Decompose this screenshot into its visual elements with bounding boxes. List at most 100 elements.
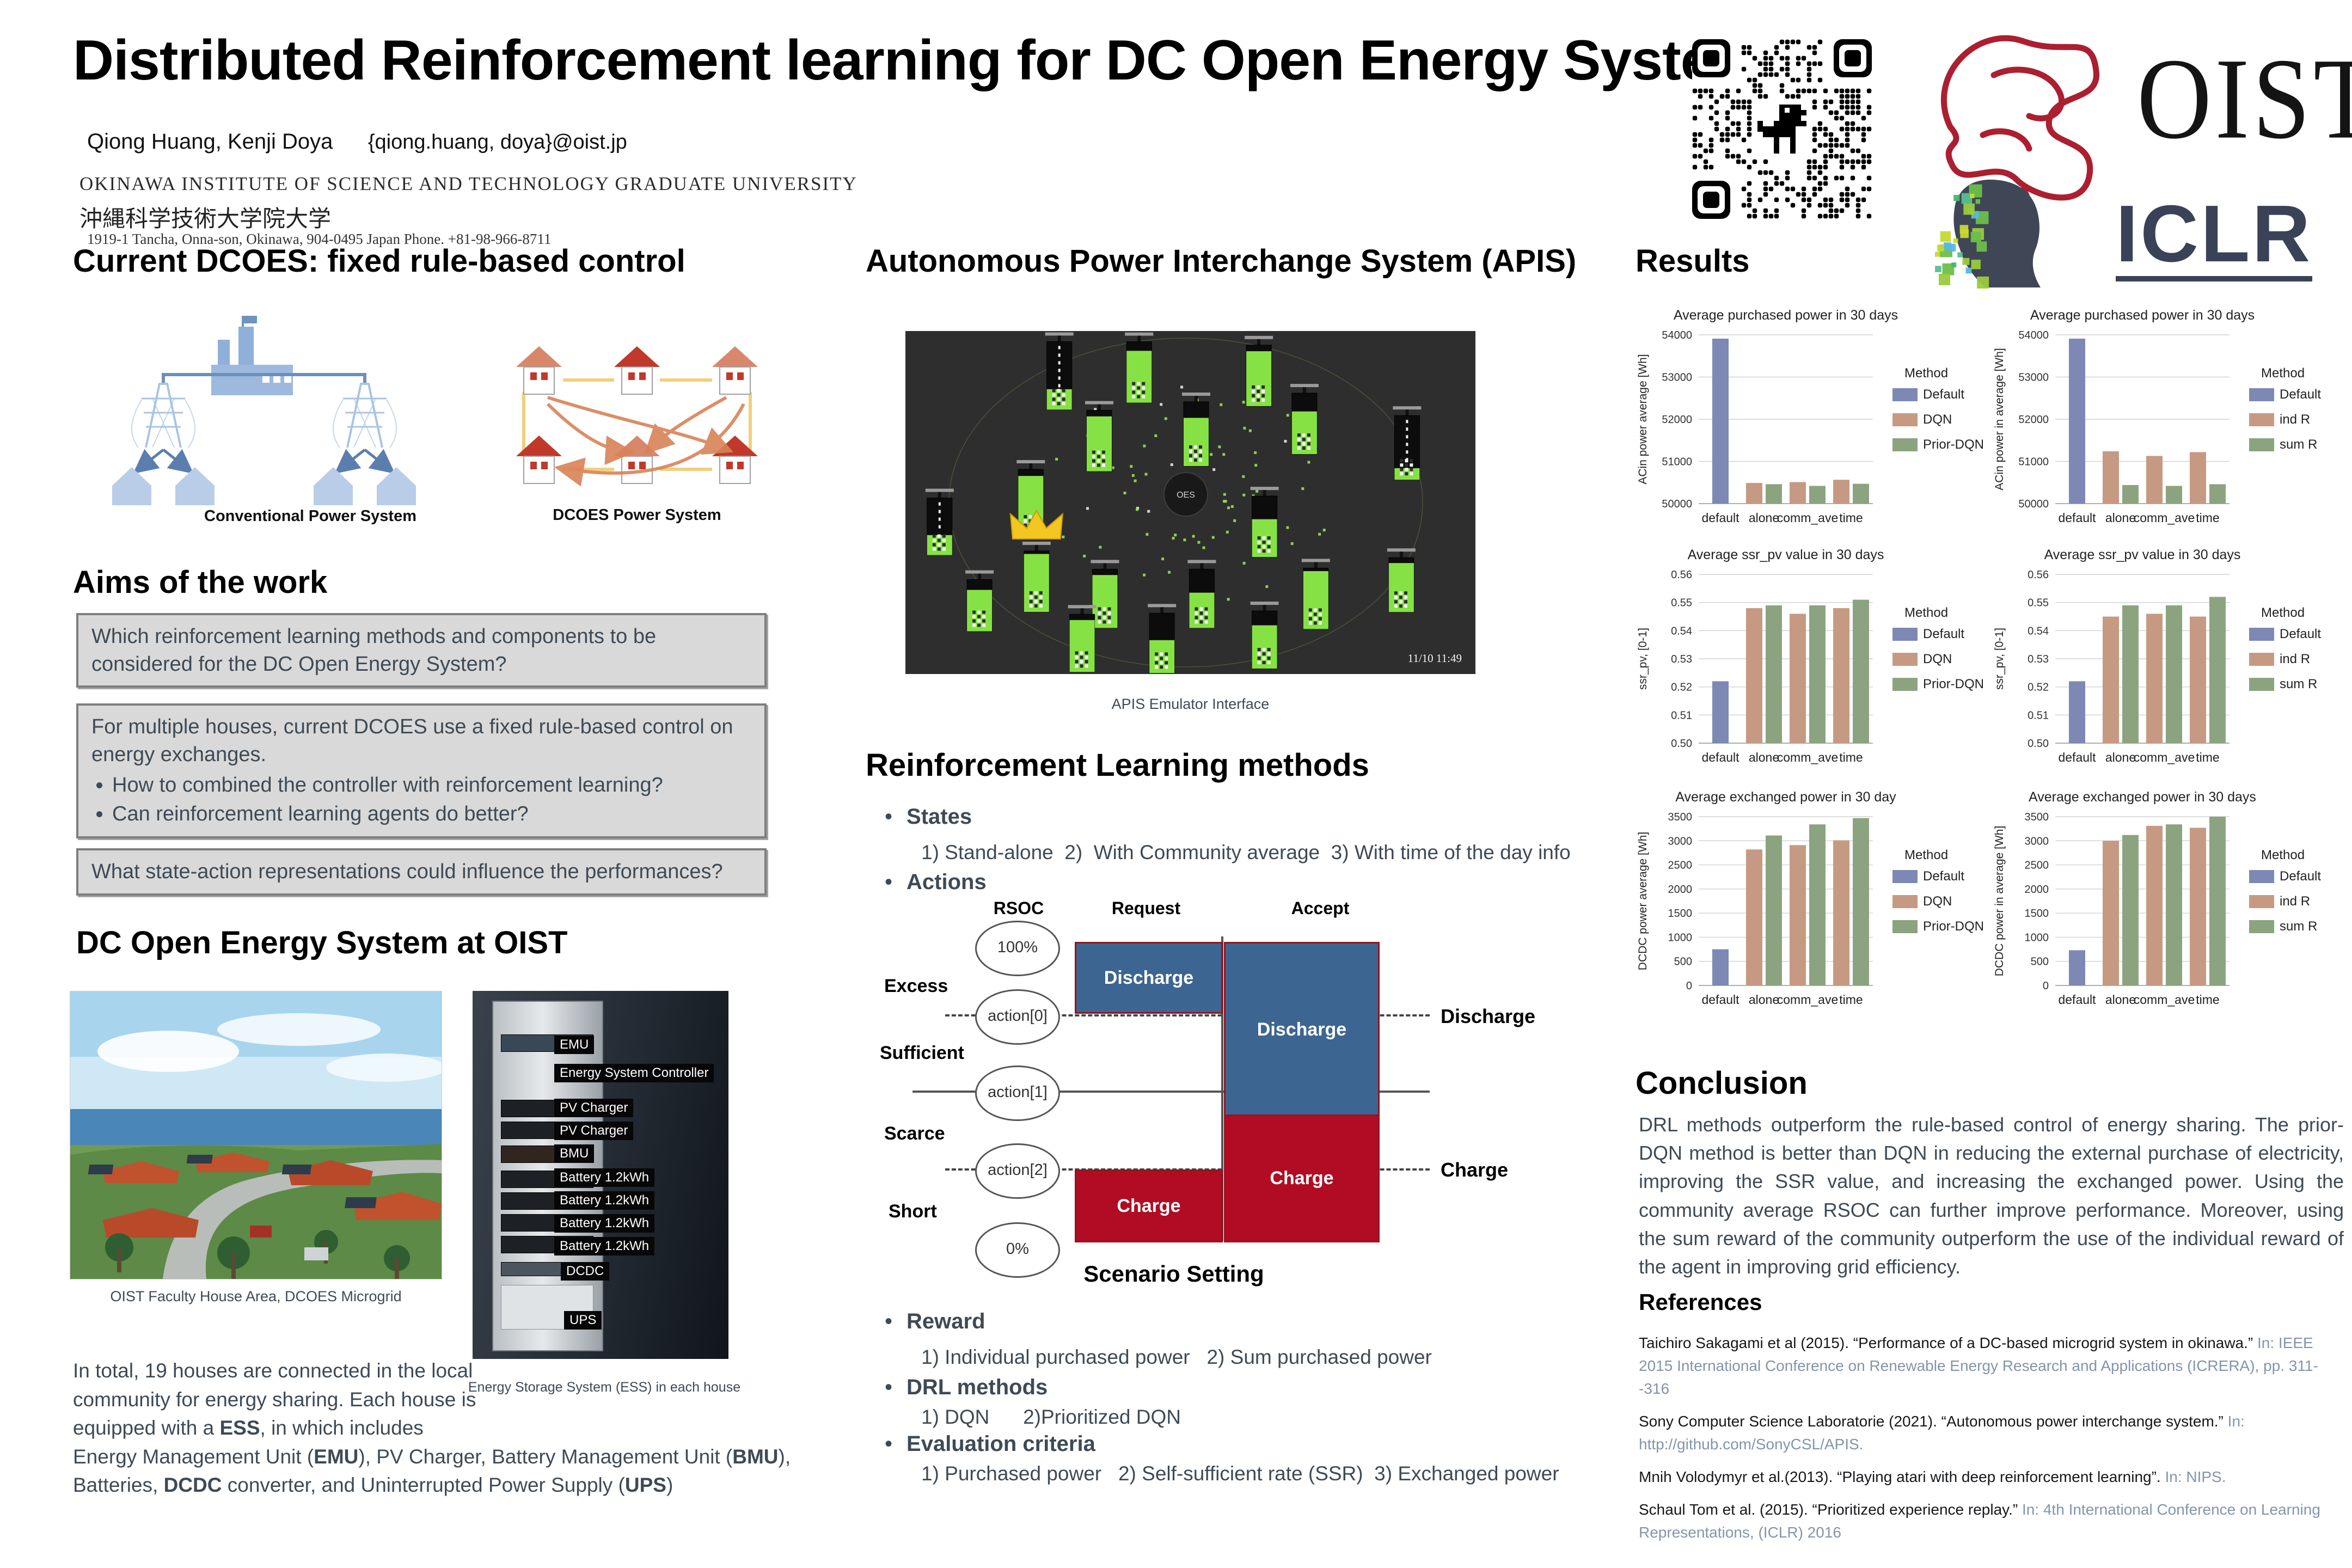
svg-text:comm_ave: comm_ave — [2134, 993, 2195, 1007]
svg-text:Prior-DQN: Prior-DQN — [1923, 437, 1984, 452]
node-action0: action[0] — [975, 989, 1060, 1045]
photo-caption: OIST Faculty House Area, DCOES Microgrid — [110, 1288, 402, 1304]
oist-faculty-photo — [70, 991, 442, 1279]
svg-text:52000: 52000 — [1662, 414, 1692, 426]
apis-emulator: OES 11/10 11:49 — [905, 331, 1475, 674]
svg-text:ssr_pv, [0-1]: ssr_pv, [0-1] — [1993, 628, 2006, 690]
chart-ssr-state: 0.50 0.51 0.52 0.53 0.54 0.55 0.56 default alone… — [1637, 547, 1984, 764]
drl-line: 1) DQN 2)Prioritized DQN — [921, 1406, 1181, 1428]
svg-text:500: 500 — [1674, 956, 1692, 968]
reward-line: 1) Individual purchased power 2) Sum pur… — [921, 1346, 1432, 1368]
svg-text:ACin power in average [Wh]: ACin power in average [Wh] — [1993, 348, 2006, 490]
accept-discharge-box: Discharge — [1224, 942, 1380, 1118]
reference-entry: Taichiro Sakagami et al (2015). “Perform… — [1639, 1334, 2318, 1397]
rack-label-ups: UPS — [564, 1311, 602, 1330]
svg-text:DQN: DQN — [1923, 652, 1952, 666]
svg-text:3000: 3000 — [2025, 835, 2049, 847]
request-discharge-box: Discharge — [1075, 942, 1223, 1014]
svg-text:0.56: 0.56 — [1671, 569, 1692, 581]
svg-text:comm_ave: comm_ave — [1777, 993, 1838, 1007]
svg-text:default: default — [1701, 993, 1739, 1007]
rack-label-batt2: Battery 1.2kWh — [554, 1191, 655, 1210]
svg-text:Default: Default — [1923, 387, 1964, 402]
aims-box-3-text: What state-action representations could … — [91, 860, 723, 883]
svg-text:DQN: DQN — [1923, 412, 1952, 427]
solid-line-action1 — [912, 1091, 1430, 1093]
institution-jp: 沖縄科学技術大学院大学 — [79, 206, 332, 231]
svg-text:1500: 1500 — [1668, 908, 1693, 920]
bullet-eval: • Evaluation criteria — [885, 1432, 1095, 1456]
chart-ssr-reward: 0.50 0.51 0.52 0.53 0.54 0.55 0.56 default alone… — [1993, 547, 2321, 764]
house-icon — [112, 467, 416, 505]
right-label-discharge: Discharge — [1441, 1005, 1536, 1027]
svg-text:alone: alone — [1749, 993, 1779, 1007]
chart-purchased-power-state: 50000 51000 52000 53000 54000 default alonecom… — [1637, 308, 1984, 525]
svg-text:0.51: 0.51 — [1671, 709, 1692, 721]
svg-text:OES: OES — [1177, 491, 1195, 500]
apis-caption: APIS Emulator Interface — [1111, 696, 1270, 712]
rack-label-batt4: Battery 1.2kWh — [554, 1237, 655, 1255]
svg-text:Average exchanged power in 30: Average exchanged power in 30 day — [1675, 789, 1896, 805]
states-line: 1) Stand-alone 2) With Community average… — [921, 841, 1571, 863]
svg-text:3500: 3500 — [1668, 811, 1693, 823]
svg-text:3000: 3000 — [1668, 835, 1693, 847]
power-tower-icon — [131, 383, 195, 448]
svg-text:alone: alone — [1749, 750, 1779, 764]
aims-box-3: What state-action representations could … — [76, 848, 767, 896]
svg-text:2500: 2500 — [2025, 860, 2049, 872]
address: 1919-1 Tancha, Onna-son, Okinawa, 904-04… — [87, 231, 552, 247]
svg-text:0.55: 0.55 — [1671, 597, 1692, 609]
svg-text:53000: 53000 — [1662, 372, 1692, 384]
svg-text:2000: 2000 — [2025, 884, 2049, 896]
svg-text:default: default — [2058, 511, 2096, 525]
reference-entry: Schaul Tom et al. (2015). “Prioritized e… — [1639, 1501, 2320, 1541]
iclr-head-icon — [1934, 179, 2041, 289]
bullet-states: • States — [885, 805, 972, 829]
crown-icon — [1009, 509, 1064, 540]
svg-text:ssr_pv, [0-1]: ssr_pv, [0-1] — [1637, 628, 1649, 690]
svg-text:Method: Method — [1904, 848, 1948, 862]
scenario-col-accept: Accept — [1291, 898, 1350, 918]
svg-text:0.55: 0.55 — [2028, 597, 2049, 609]
aims-box-1: Which reinforcement learning methods and… — [76, 613, 767, 688]
right-label-charge: Charge — [1441, 1159, 1509, 1181]
palm-trees — [105, 1230, 410, 1279]
rack-label-pv2: PV Charger — [554, 1122, 634, 1140]
bullet-drl: • DRL methods — [885, 1375, 1048, 1399]
section-current-dcoes: Current DCOES: fixed rule-based control — [73, 243, 685, 279]
section-references: References — [1639, 1289, 1762, 1315]
scenario-col-request: Request — [1111, 898, 1181, 918]
houses-paragraph: In total, 19 houses are connected in the… — [73, 1359, 791, 1497]
svg-text:alone: alone — [2105, 750, 2136, 764]
svg-text:1000: 1000 — [2025, 932, 2049, 944]
request-charge-box: Charge — [1075, 1169, 1223, 1242]
chart-exchanged-power-state: 0 500 1000 1500 2000 2500 3000 3500 default alone… — [1637, 789, 1984, 1007]
svg-text:0.50: 0.50 — [2028, 738, 2049, 750]
svg-text:ACin power average [Wh]: ACin power average [Wh] — [1637, 354, 1649, 484]
svg-text:Average purchased power in 30: Average purchased power in 30 days — [2030, 308, 2255, 323]
oes-node: OES — [1163, 472, 1208, 517]
reference-entry: Sony Computer Science Laboratorie (2021)… — [1639, 1413, 2245, 1453]
svg-text:Average purchased power in 30: Average purchased power in 30 days — [1674, 308, 1898, 323]
svg-text:0.53: 0.53 — [2028, 653, 2049, 665]
svg-text:default: default — [1701, 511, 1739, 525]
svg-text:0.54: 0.54 — [1671, 625, 1692, 637]
divider-line — [1221, 936, 1223, 1241]
qr-dino-icon — [1757, 105, 1806, 154]
rack-label-dcdc: DCDC — [561, 1262, 610, 1281]
node-100: 100% — [975, 921, 1060, 976]
power-tower-icon — [333, 383, 397, 448]
svg-text:54000: 54000 — [2018, 329, 2049, 341]
qr-code — [1692, 39, 1872, 219]
svg-text:comm_ave: comm_ave — [1777, 750, 1838, 764]
rack-label-controller: Energy System Controller — [554, 1064, 714, 1082]
svg-text:Default: Default — [2280, 387, 2321, 402]
svg-text:51000: 51000 — [2018, 456, 2049, 468]
aims-box-2: For multiple houses, current DCOES use a… — [76, 703, 767, 839]
svg-text:comm_ave: comm_ave — [1777, 511, 1838, 525]
svg-text:11/10 11:49: 11/10 11:49 — [1408, 652, 1462, 665]
svg-text:0.50: 0.50 — [1671, 738, 1692, 750]
rack-label-batt1: Battery 1.2kWh — [554, 1168, 655, 1187]
svg-text:Prior-DQN: Prior-DQN — [1923, 919, 1984, 934]
svg-text:0.51: 0.51 — [2028, 709, 2049, 721]
